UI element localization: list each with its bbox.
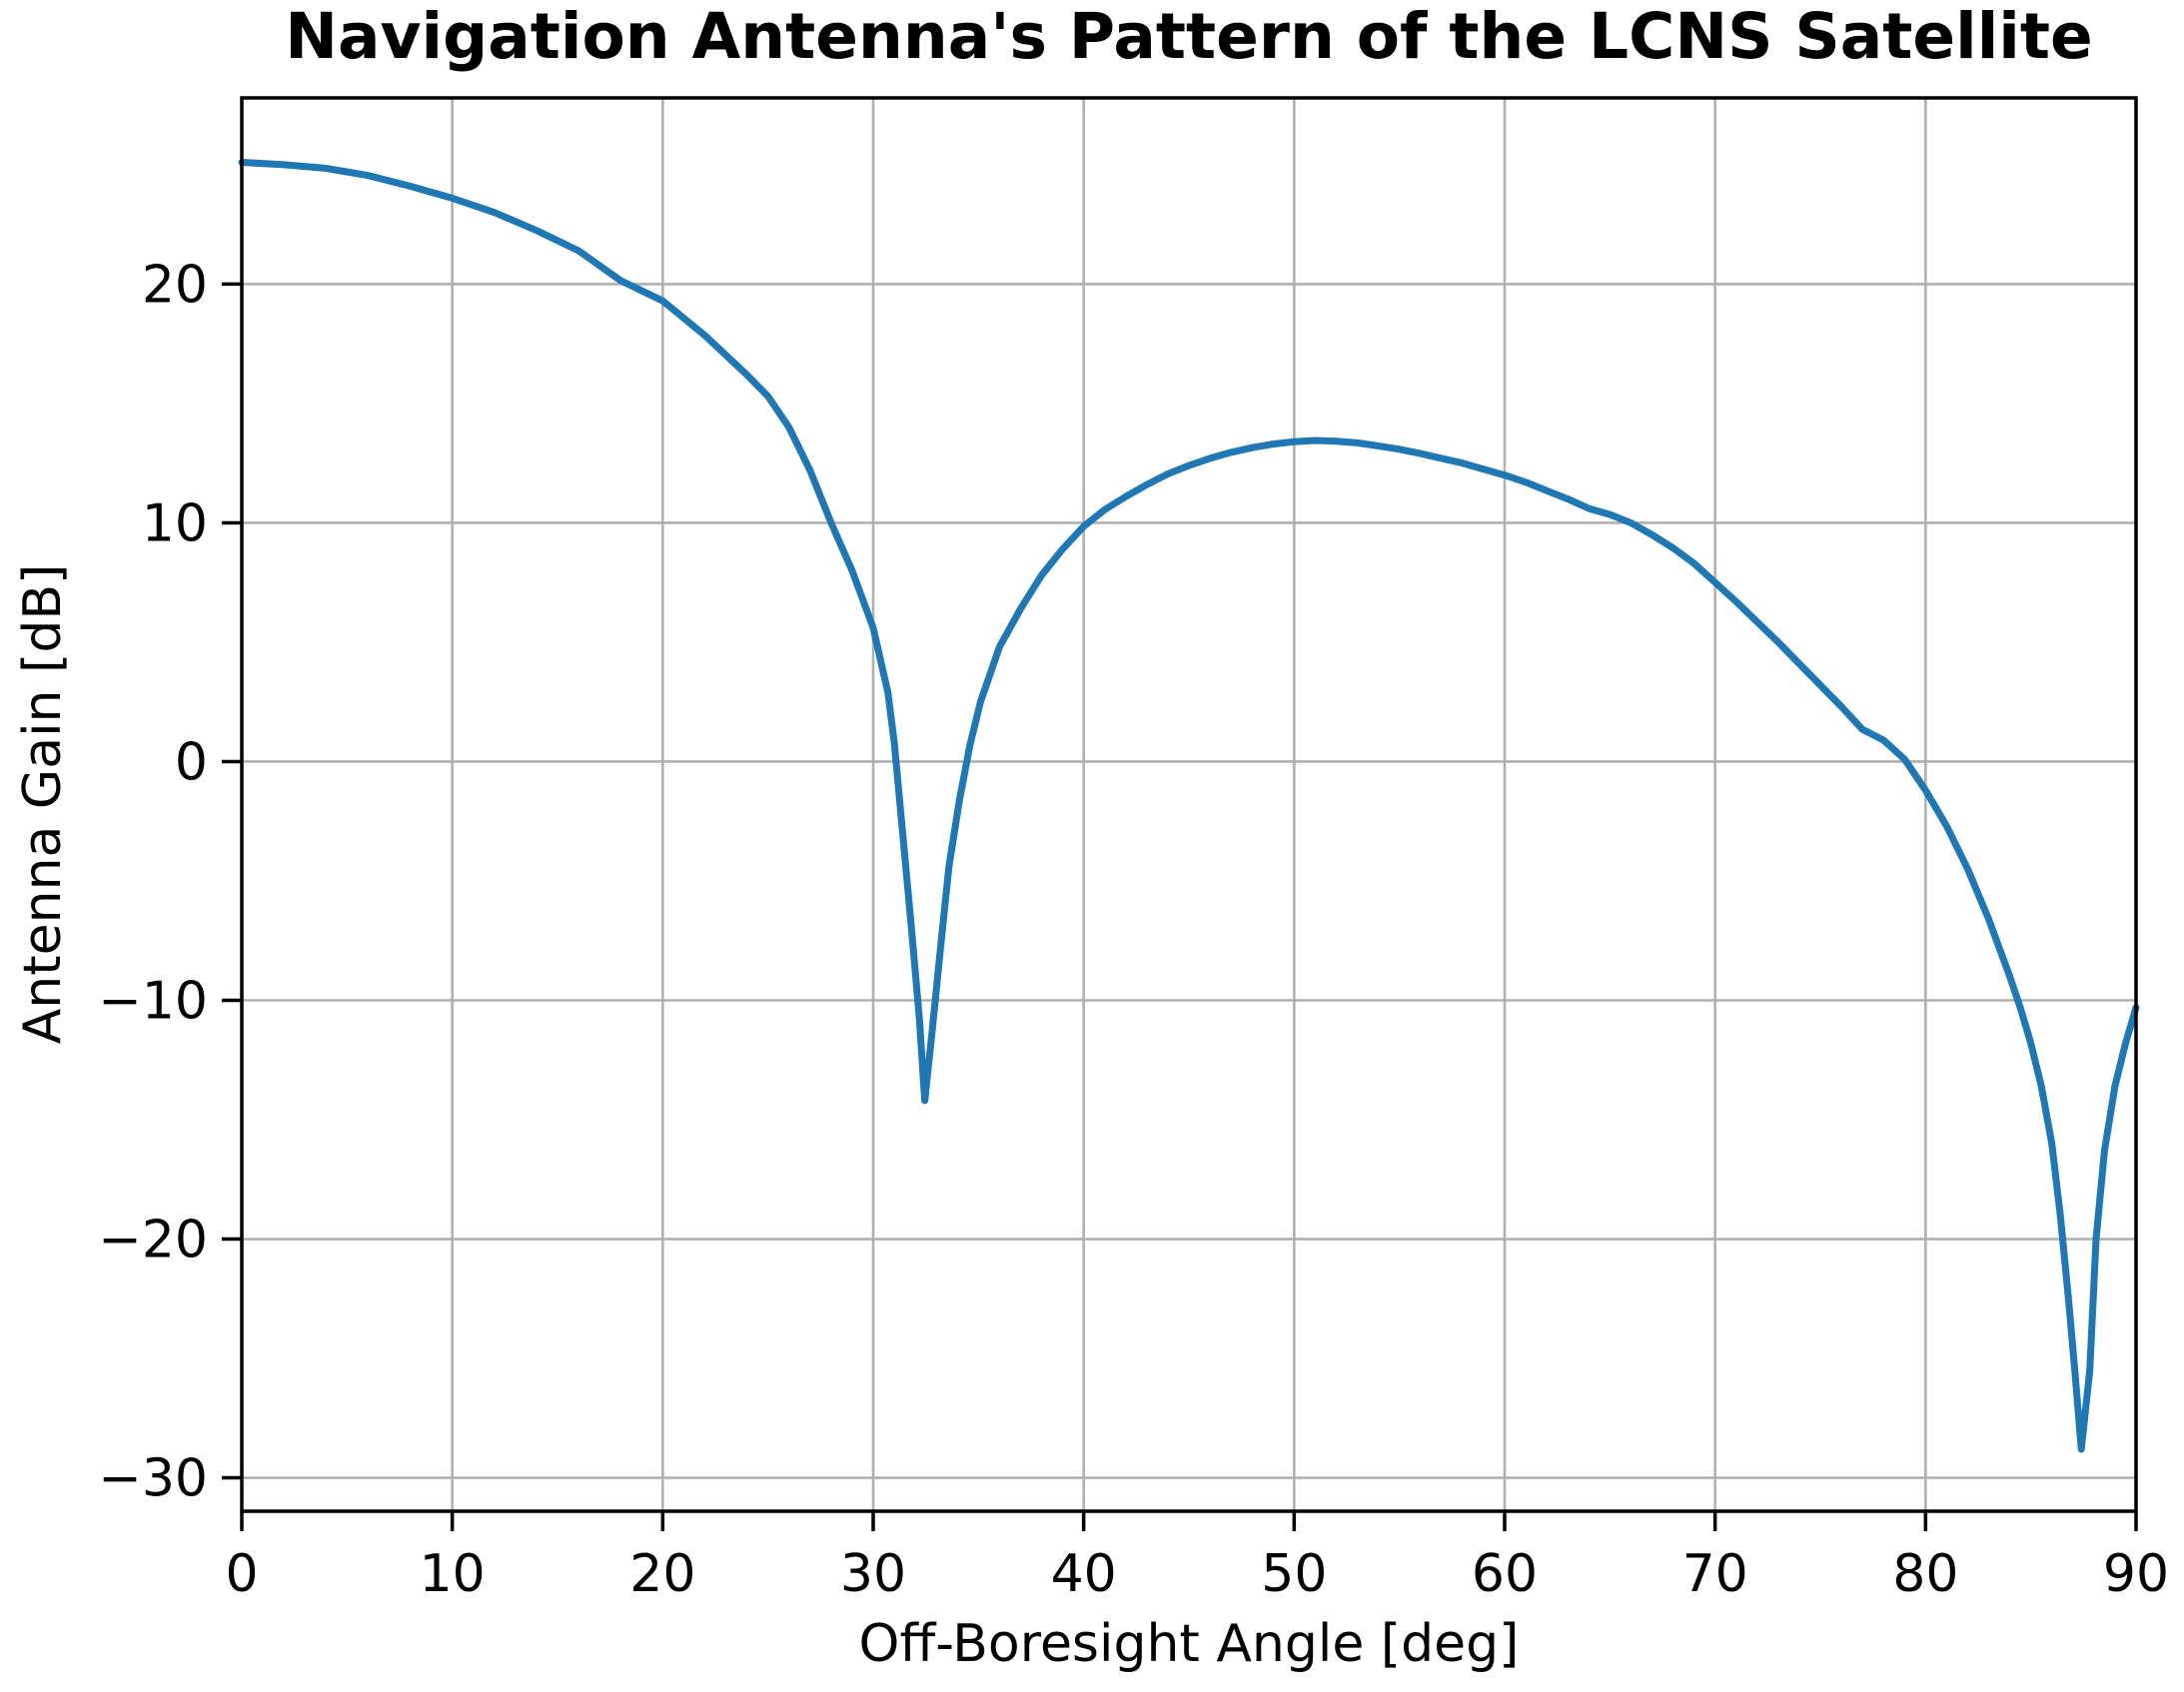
y-tick-label: −10 [98,971,208,1031]
axes-spines [240,96,2138,1513]
x-tick-label: 40 [1051,1544,1117,1604]
x-tick-label: 0 [225,1544,258,1604]
x-tick-label: 80 [1892,1544,1958,1604]
x-tick-label: 70 [1682,1544,1748,1604]
x-tick-label: 60 [1472,1544,1538,1604]
gain-curve [238,159,2140,1453]
x-axis-label: Off-Boresight Angle [deg] [859,1614,1520,1674]
y-tick-label: 10 [142,493,208,553]
chart-title: Navigation Antenna's Pattern of the LCNS… [285,0,2093,73]
x-tick-label: 90 [2103,1544,2169,1604]
y-tick-label: −30 [98,1449,208,1509]
x-tick-label: 30 [840,1544,906,1604]
y-tick-label: 0 [175,732,208,792]
x-tick-label: 50 [1261,1544,1327,1604]
y-tick-label: 20 [142,255,208,315]
plot-area [242,98,2136,1511]
x-tick-label: 10 [420,1544,486,1604]
y-axis-label: Antenna Gain [dB] [13,564,73,1045]
x-tick-label: 20 [629,1544,695,1604]
y-tick-label: −20 [98,1211,208,1270]
